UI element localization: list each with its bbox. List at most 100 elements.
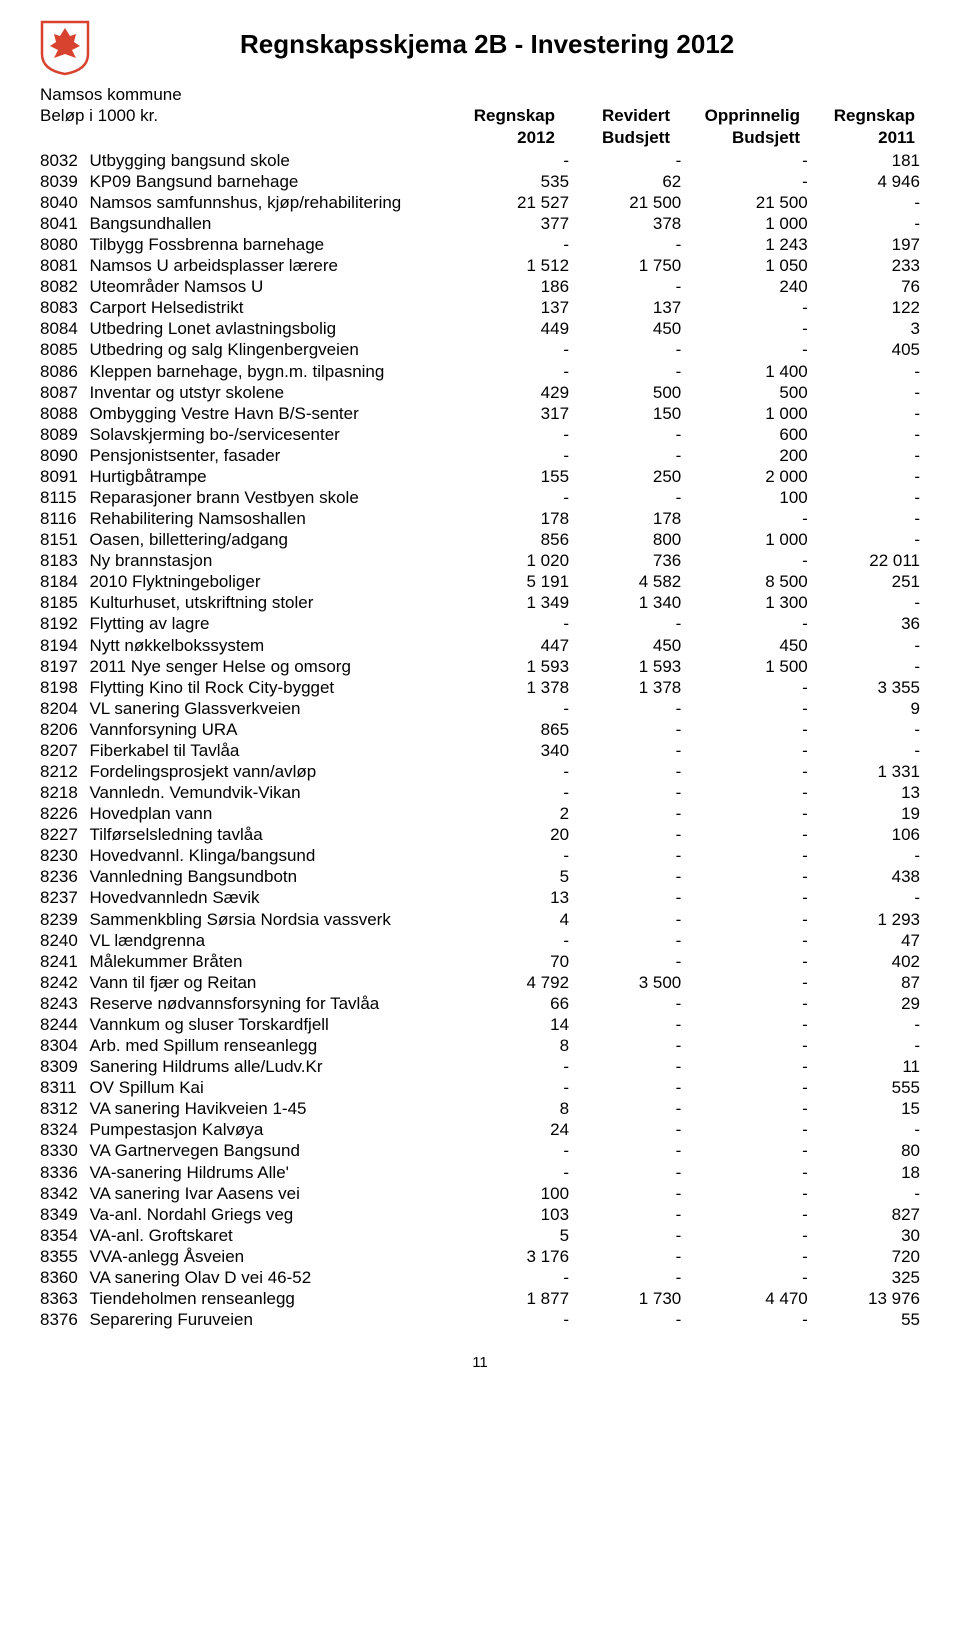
row-desc: Kulturhuset, utskriftning stoler <box>89 592 456 613</box>
row-desc: Hovedplan vann <box>89 803 456 824</box>
row-value: 233 <box>808 255 920 276</box>
row-code: 8241 <box>40 951 89 972</box>
row-value: - <box>569 719 681 740</box>
table-row: 8115Reparasjoner brann Vestbyen skole--1… <box>40 487 920 508</box>
row-value: - <box>569 445 681 466</box>
row-value: - <box>681 909 808 930</box>
row-value: - <box>569 698 681 719</box>
page-number: 11 <box>40 1354 920 1373</box>
row-value: - <box>457 1309 569 1330</box>
row-code: 8206 <box>40 719 89 740</box>
row-value: 19 <box>808 803 920 824</box>
row-desc: VA sanering Olav D vei 46-52 <box>89 1267 456 1288</box>
row-value: 251 <box>808 571 920 592</box>
row-desc: Vann til fjær og Reitan <box>89 972 456 993</box>
row-desc: Tilbygg Fossbrenna barnehage <box>89 234 456 255</box>
row-value: 29 <box>808 993 920 1014</box>
row-value: - <box>808 1183 920 1204</box>
row-value: 1 730 <box>569 1288 681 1309</box>
table-row: 8349Va-anl. Nordahl Griegs veg103--827 <box>40 1204 920 1225</box>
row-desc: Fiberkabel til Tavlåa <box>89 740 456 761</box>
row-value: 2 <box>457 803 569 824</box>
row-value: - <box>457 1140 569 1161</box>
row-code: 8115 <box>40 487 89 508</box>
table-row: 8185Kulturhuset, utskriftning stoler1 34… <box>40 592 920 613</box>
row-value: 55 <box>808 1309 920 1330</box>
row-code: 8239 <box>40 909 89 930</box>
row-value: 178 <box>569 508 681 529</box>
row-value: - <box>457 361 569 382</box>
row-value: 20 <box>457 824 569 845</box>
row-desc: Utbedring og salg Klingenbergveien <box>89 339 456 360</box>
row-value: 137 <box>457 297 569 318</box>
row-desc: Fordelingsprosjekt vann/avløp <box>89 761 456 782</box>
row-value: - <box>681 297 808 318</box>
row-value: - <box>457 234 569 255</box>
row-value: - <box>681 1162 808 1183</box>
row-code: 8185 <box>40 592 89 613</box>
row-desc: Separering Furuveien <box>89 1309 456 1330</box>
table-row: 8242Vann til fjær og Reitan4 7923 500-87 <box>40 972 920 993</box>
row-desc: Namsos U arbeidsplasser lærere <box>89 255 456 276</box>
row-value: - <box>681 1225 808 1246</box>
row-value: - <box>457 487 569 508</box>
table-row: 8091Hurtigbåtrampe1552502 000- <box>40 466 920 487</box>
row-value: - <box>569 1309 681 1330</box>
row-value: - <box>808 1035 920 1056</box>
row-value: - <box>681 1035 808 1056</box>
row-desc: VVA-anlegg Åsveien <box>89 1246 456 1267</box>
row-desc: Pensjonistsenter, fasader <box>89 445 456 466</box>
table-row: 8240VL lændgrenna---47 <box>40 930 920 951</box>
table-row: 81972011 Nye senger Helse og omsorg1 593… <box>40 656 920 677</box>
row-code: 8089 <box>40 424 89 445</box>
row-value: - <box>681 613 808 634</box>
row-value: 186 <box>457 276 569 297</box>
unit-label: Beløp i 1000 kr. <box>40 105 440 126</box>
row-desc: VA sanering Ivar Aasens vei <box>89 1183 456 1204</box>
row-code: 8088 <box>40 403 89 424</box>
row-value: - <box>808 529 920 550</box>
row-value: 378 <box>569 213 681 234</box>
row-value: - <box>681 1014 808 1035</box>
table-row: 8204VL sanering Glassverkveien---9 <box>40 698 920 719</box>
row-value: - <box>457 782 569 803</box>
row-value: 21 500 <box>681 192 808 213</box>
header: Regnskapsskjema 2B - Investering 2012 <box>40 20 920 80</box>
table-row: 81842010 Flyktningeboliger5 1914 5828 50… <box>40 571 920 592</box>
row-code: 8198 <box>40 677 89 698</box>
row-value: - <box>681 972 808 993</box>
row-value: - <box>457 1077 569 1098</box>
row-value: 80 <box>808 1140 920 1161</box>
row-value: - <box>569 993 681 1014</box>
row-value: - <box>457 613 569 634</box>
row-value: 1 050 <box>681 255 808 276</box>
row-desc: OV Spillum Kai <box>89 1077 456 1098</box>
row-code: 8184 <box>40 571 89 592</box>
row-value: - <box>681 1077 808 1098</box>
row-value: - <box>569 1098 681 1119</box>
row-desc: Vannforsyning URA <box>89 719 456 740</box>
row-value: - <box>569 782 681 803</box>
row-value: - <box>808 740 920 761</box>
row-value: 62 <box>569 171 681 192</box>
row-code: 8080 <box>40 234 89 255</box>
row-value: 5 <box>457 866 569 887</box>
row-value: 103 <box>457 1204 569 1225</box>
row-code: 8360 <box>40 1267 89 1288</box>
row-desc: Vannledning Bangsundbotn <box>89 866 456 887</box>
row-value: 240 <box>681 276 808 297</box>
row-value: - <box>808 656 920 677</box>
row-value: - <box>681 824 808 845</box>
table-row: 8304Arb. med Spillum renseanlegg8--- <box>40 1035 920 1056</box>
row-value: - <box>681 1119 808 1140</box>
row-value: - <box>569 761 681 782</box>
row-value: - <box>569 887 681 908</box>
row-value: 15 <box>808 1098 920 1119</box>
row-value: 11 <box>808 1056 920 1077</box>
row-desc: Sammenkbling Sørsia Nordsia vassverk <box>89 909 456 930</box>
row-value: - <box>457 845 569 866</box>
row-value: - <box>569 1056 681 1077</box>
row-value: 122 <box>808 297 920 318</box>
row-value: - <box>808 887 920 908</box>
row-value: - <box>808 592 920 613</box>
